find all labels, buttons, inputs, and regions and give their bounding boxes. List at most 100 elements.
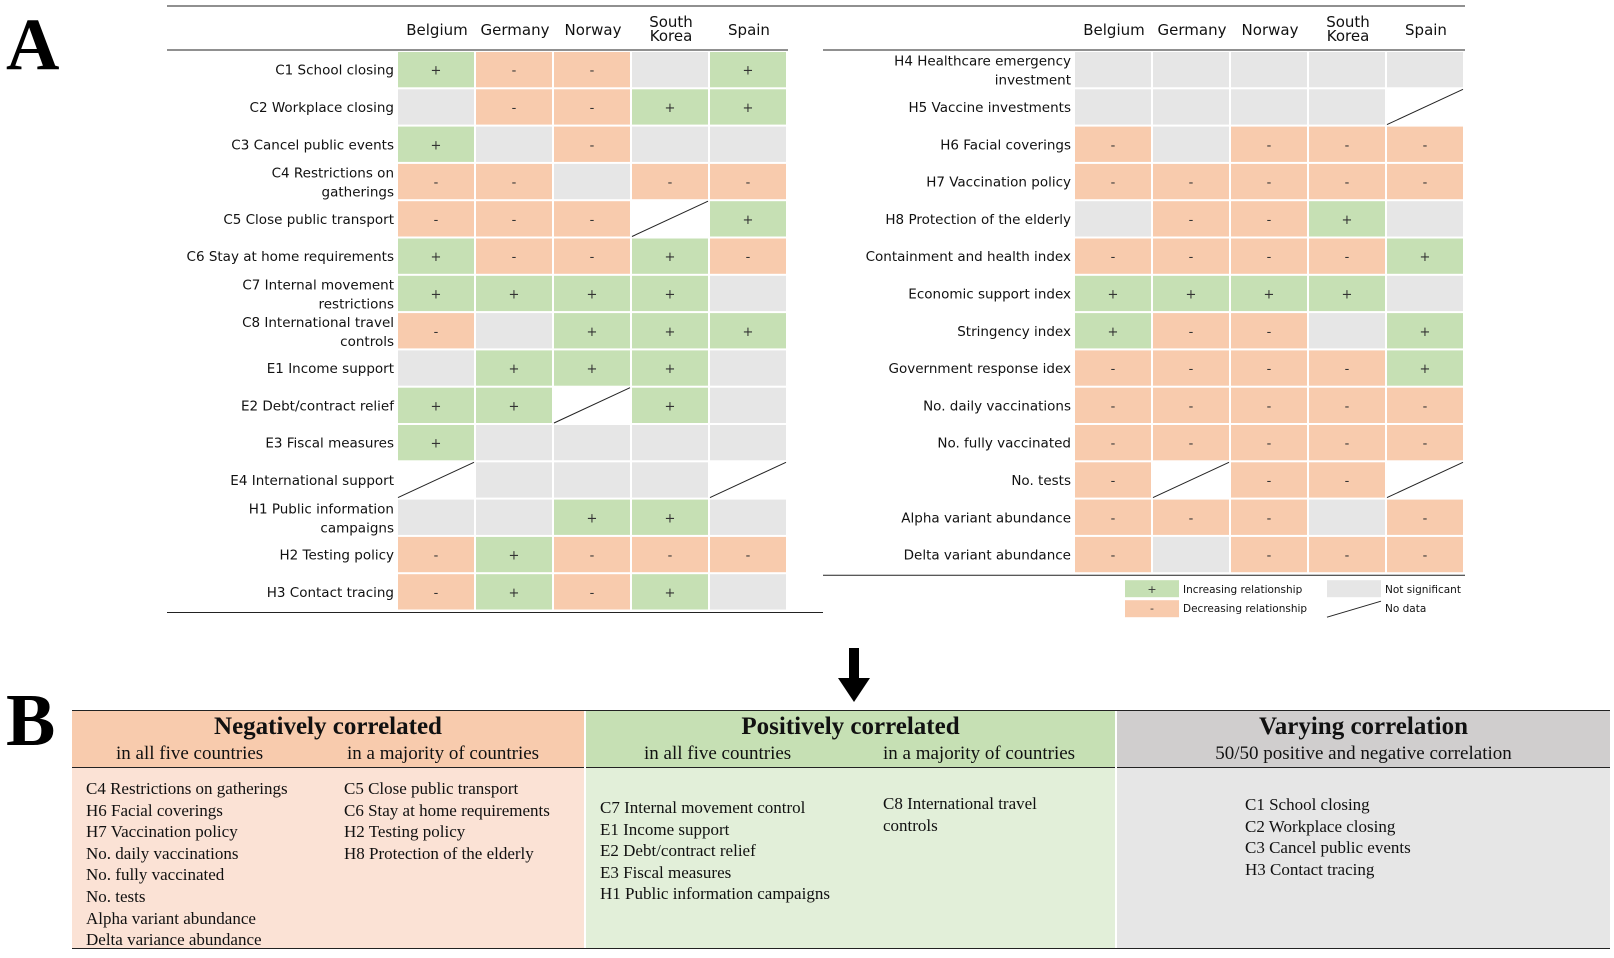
right-table-cell-symbol: - [1267,399,1272,414]
right-table-cell [1231,201,1307,237]
panel-letter-a: A [6,4,60,86]
right-table-cell-symbol: - [1189,250,1194,265]
left-table-row-label: E1 Income support [267,361,394,377]
right-table-cell-symbol: - [1111,250,1116,265]
left-table-cell [632,387,708,423]
left-table-cell-symbol: - [668,549,673,564]
left-table-cell-symbol: - [590,586,595,601]
right-table-cell-symbol: - [1423,399,1428,414]
right-table-cell [1231,89,1307,125]
positive-majority-item: C8 International travel [883,794,1037,813]
left-table-cell [632,126,708,162]
left-table-cell [710,89,786,125]
left-table-cell [398,499,474,535]
left-table-cell [398,313,474,349]
right-table-cell-symbol: + [1420,250,1431,265]
left-table-cell-symbol: - [434,549,439,564]
right-table-cell [1387,350,1463,386]
left-table-cell [476,425,552,461]
legend-no-data-label: No data [1385,603,1426,615]
left-table-cell [710,387,786,423]
right-table-row-label: No. fully vaccinated [937,436,1071,452]
left-table-cell-symbol: + [587,287,598,302]
left-table-cell-symbol: - [746,549,751,564]
right-table-row-label: No. daily vaccinations [923,398,1071,414]
left-table-cell-symbol: + [509,362,520,377]
right-table-cell-symbol: - [1267,176,1272,191]
positive-list-item: C7 Internal movement control [600,798,806,817]
left-table-cell-symbol: + [665,325,676,340]
left-table-cell [554,313,630,349]
right-table-cell [1153,350,1229,386]
negative-list-item: Delta variance abundance [86,930,262,950]
legend-increasing-label: Increasing relationship [1183,584,1303,596]
positive-majority-list: C8 International travel controls [883,793,1037,836]
left-table-cell [554,462,630,498]
right-table-row-label: Delta variant abundance [904,548,1071,564]
right-table-cell [1231,126,1307,162]
left-table-cell-symbol: + [509,586,520,601]
left-table-cell [710,574,786,610]
right-table-cell-symbol: - [1345,399,1350,414]
right-table-row-label: Economic support index [908,286,1071,302]
left-table-no-data-slash [709,461,787,499]
right-table-cell [1309,387,1385,423]
left-table-cell [476,89,552,125]
right-table-cell-symbol: - [1111,176,1116,191]
right-table-cell [1387,387,1463,423]
left-table-header-germany: Germany [481,21,550,39]
varying-list-item: H3 Contact tracing [1245,859,1375,879]
right-table-cell [1153,201,1229,237]
left-table-row-label: C3 Cancel public events [231,137,394,153]
right-table-cell-symbol: + [1342,213,1353,228]
right-table-no-data-slash [1386,88,1464,126]
right-table-row-label: H5 Vaccine investments [908,100,1071,116]
left-table-row-label: E2 Debt/contract relief [241,398,395,414]
left-table-cell-symbol: - [668,176,673,191]
right-table-cell [1153,499,1229,535]
right-table-cell [1075,275,1151,312]
left-table-cell [632,574,708,610]
positive-sub-all: in all five countries [644,743,792,764]
right-table-cell [1231,499,1307,535]
left-table-cell [476,52,552,88]
left-table-no-data-slash [631,200,709,237]
left-table-cell [632,350,708,386]
right-table-row-label: No. tests [1011,473,1071,489]
left-table-cell-symbol: - [590,64,595,79]
left-table-cell [476,275,552,312]
right-table-cell-symbol: - [1345,138,1350,153]
right-table-cell [1309,238,1385,274]
right-table-cell [1075,387,1151,423]
legend-decreasing-label: Decreasing relationship [1183,603,1307,615]
left-table-cell-symbol: + [743,101,754,116]
varying-list-item: C1 School closing [1245,795,1370,814]
left-table-header-south-korea-2: Korea [650,27,693,45]
left-table-cell [476,462,552,498]
left-table-cell-symbol: + [665,511,676,526]
right-table-cell [1153,313,1229,349]
right-table-cell-symbol: - [1267,549,1272,564]
right-table-cell-symbol: - [1111,362,1116,377]
left-table-cell-symbol: + [509,399,520,414]
left-table-row-label: C5 Close public transport [223,212,394,228]
left-table-cell [554,499,630,535]
right-table-cell [1075,425,1151,461]
positive-list-item: H1 Public information campaigns [600,884,830,904]
right-table-cell-symbol: + [1186,287,1197,302]
left-table-cell [554,126,630,162]
left-table-cell-symbol: - [590,250,595,265]
left-table-cell-symbol: + [665,250,676,265]
negative-list-item: H6 Facial coverings [86,800,223,820]
right-table-cell [1153,89,1229,125]
legend-no-data-slash [1326,600,1382,618]
left-table-cell [398,536,474,573]
right-table-cell [1153,536,1229,573]
left-table-cell-symbol: - [512,213,517,228]
right-table-cell [1231,536,1307,573]
right-table-row-label: Containment and health index [866,249,1071,265]
left-table-row-label: gatherings [322,185,394,201]
varying-title: Varying correlation [1258,713,1468,740]
left-table-cell-symbol: - [512,250,517,265]
left-table-cell [398,238,474,274]
